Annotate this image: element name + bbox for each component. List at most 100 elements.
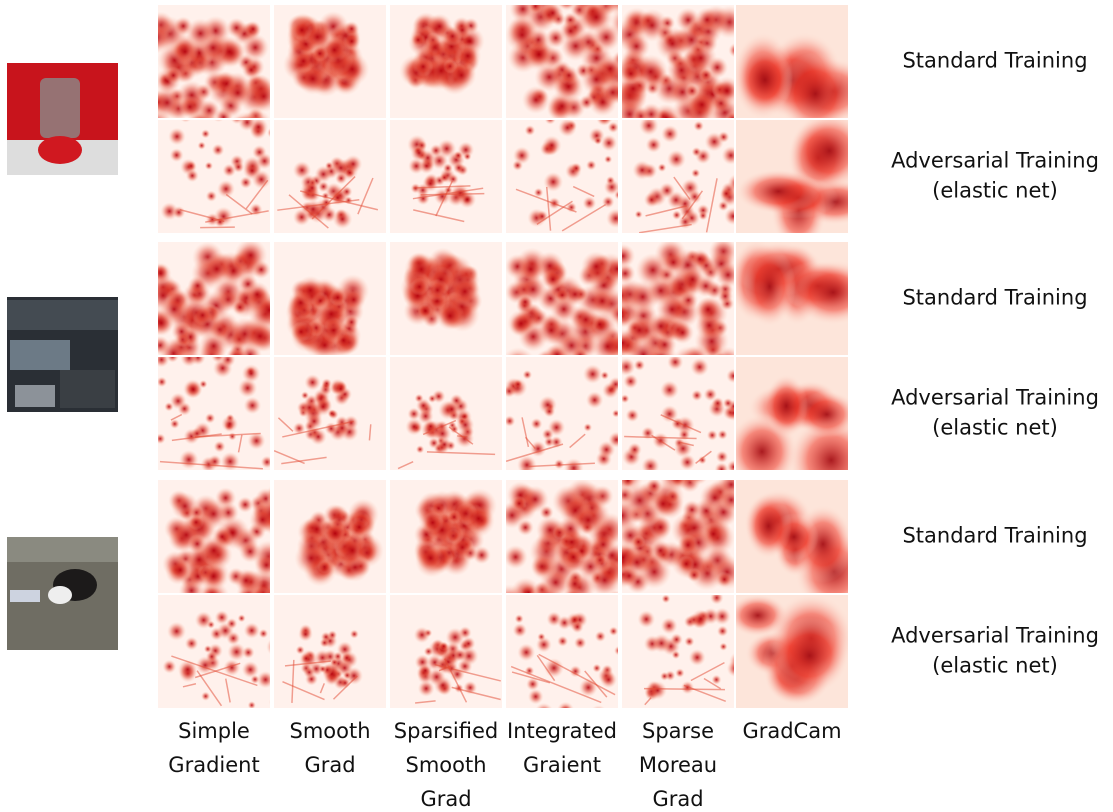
saliency-blob: [199, 535, 230, 566]
saliency-blob: [432, 390, 446, 404]
saliency-blob: [564, 458, 584, 478]
saliency-blob: [155, 433, 166, 444]
saliency-blob: [449, 275, 481, 307]
edge-stroke: [457, 436, 467, 437]
saliency-blob: [515, 614, 524, 623]
saliency-blob: [588, 563, 622, 597]
saliency-blob: [586, 391, 604, 409]
saliency-blob: [301, 653, 312, 664]
saliency-map: [274, 5, 386, 118]
saliency-blob: [244, 320, 276, 352]
saliency-blob: [186, 161, 197, 172]
saliency-blob: [221, 415, 238, 432]
saliency-blob: [300, 398, 319, 417]
saliency-blob: [660, 380, 679, 399]
saliency-blob: [608, 377, 623, 392]
saliency-blob: [661, 617, 678, 634]
saliency-blob: [684, 636, 694, 646]
saliency-blob: [637, 610, 655, 628]
saliency-blob: [661, 125, 679, 143]
saliency-blob: [407, 407, 420, 420]
saliency-blob: [594, 136, 603, 145]
saliency-blob: [661, 405, 679, 423]
saliency-blob: [626, 409, 640, 423]
saliency-map: [506, 595, 635, 729]
row-label: Adversarial Training: [891, 149, 1099, 173]
figure: Standard TrainingAdversarial Training(el…: [0, 0, 1113, 812]
saliency-blob: [717, 430, 727, 440]
saliency-blob: [228, 432, 236, 440]
saliency-blob: [410, 278, 428, 296]
column-label: Gradient: [168, 753, 259, 777]
saliency-blob: [531, 418, 543, 430]
column-label: Grad: [652, 787, 703, 811]
saliency-blob: [198, 100, 220, 122]
saliency-blob: [620, 63, 641, 84]
saliency-blob: [162, 660, 176, 674]
saliency-blob: [648, 681, 667, 700]
saliency-blob: [564, 548, 583, 567]
saliency-blob: [185, 637, 199, 651]
row-label: (elastic net): [932, 416, 1058, 440]
saliency-blob: [655, 27, 689, 61]
saliency-blob: [315, 165, 333, 183]
saliency-blob: [179, 450, 198, 469]
saliency-blob: [461, 637, 475, 651]
saliency-blob: [463, 152, 471, 160]
saliency-map: [733, 5, 872, 135]
saliency-blob: [234, 239, 267, 272]
saliency-blob: [197, 141, 205, 149]
saliency-blob: [242, 60, 261, 79]
saliency-blob: [261, 456, 274, 469]
saliency-blob: [523, 370, 533, 380]
saliency-blob: [156, 377, 167, 388]
saliency-blob: [301, 391, 309, 399]
saliency-blob: [559, 65, 579, 85]
saliency-blob: [591, 533, 615, 557]
saliency-blob: [248, 701, 256, 709]
saliency-blob: [617, 358, 635, 376]
column-label: Sparse: [642, 719, 714, 743]
saliency-blob: [178, 95, 201, 118]
saliency-blob: [517, 255, 544, 282]
saliency-blob: [623, 374, 638, 389]
saliency-blob: [201, 129, 210, 138]
saliency-blob: [226, 631, 240, 645]
saliency-blob: [652, 634, 671, 653]
saliency-blob: [303, 666, 315, 678]
saliency-blob: [558, 118, 577, 137]
saliency-blob: [413, 56, 433, 76]
saliency-blob: [717, 625, 728, 636]
cam-blob: [765, 374, 808, 437]
saliency-blob: [632, 160, 651, 179]
saliency-blob: [667, 354, 683, 370]
saliency-blob: [557, 636, 568, 647]
column-label: Integrated: [507, 719, 617, 743]
edge-stroke: [200, 227, 235, 228]
saliency-blob: [687, 568, 702, 583]
saliency-blob: [583, 364, 603, 384]
saliency-blob: [623, 33, 650, 60]
saliency-blob: [542, 135, 562, 155]
saliency-map: [728, 594, 854, 708]
saliency-blob: [631, 535, 645, 549]
saliency-blob: [320, 638, 330, 648]
saliency-blob: [675, 668, 684, 677]
cam-blob: [736, 169, 821, 213]
saliency-blob: [417, 545, 444, 572]
saliency-blob: [557, 331, 586, 360]
saliency-blob: [637, 555, 671, 589]
saliency-map: [736, 480, 873, 612]
saliency-blob: [505, 18, 539, 52]
saliency-map: [622, 116, 746, 233]
saliency-blob: [628, 443, 642, 457]
saliency-blob: [244, 622, 260, 638]
map-content: [285, 274, 369, 360]
saliency-blob: [504, 415, 515, 426]
column-label: Simple: [178, 719, 250, 743]
saliency-blob: [699, 68, 713, 82]
saliency-blob: [168, 558, 191, 581]
map-content: [283, 11, 369, 97]
saliency-blob: [658, 163, 667, 172]
saliency-blob: [188, 276, 208, 296]
